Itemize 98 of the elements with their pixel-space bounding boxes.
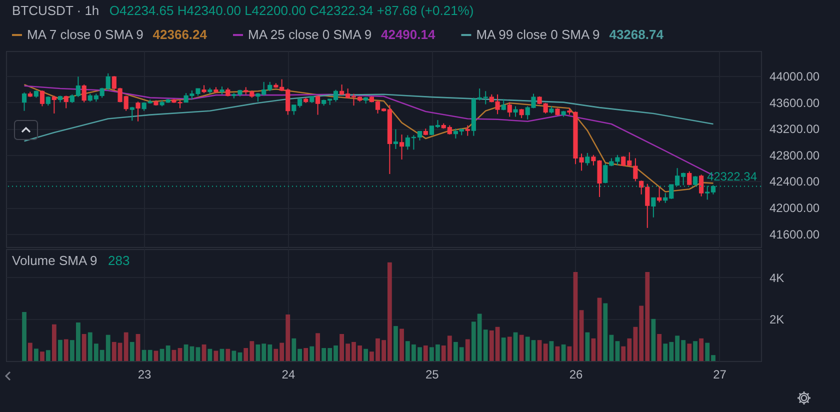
candlestick (651, 197, 656, 218)
y-tick-label: 2K (770, 312, 784, 327)
y-tick-label: 4K (770, 270, 784, 285)
candlestick (64, 95, 68, 109)
bar (465, 339, 470, 361)
bar (226, 348, 230, 361)
bar (28, 342, 32, 361)
bar (208, 348, 212, 361)
bar (214, 350, 218, 361)
bar (154, 350, 158, 361)
bar (220, 348, 224, 361)
legend-label: MA 25 close 0 SMA 9 (248, 27, 372, 42)
bar (699, 338, 704, 361)
chart-title: BTCUSDT · 1h (12, 3, 100, 18)
y-tick-label: 44000.00 (770, 69, 820, 84)
candlestick (687, 170, 692, 186)
bar (615, 341, 620, 361)
bar (310, 346, 314, 361)
bar (687, 344, 692, 361)
bar (172, 350, 176, 361)
bar (232, 350, 236, 361)
y-tick-label: 42800.00 (770, 148, 820, 162)
bar (543, 344, 548, 361)
candlestick (82, 84, 86, 103)
bar (58, 340, 62, 361)
bar (166, 346, 170, 361)
bar (549, 341, 554, 361)
bar (316, 333, 320, 361)
chart-title: Volume SMA 9 (12, 253, 98, 268)
bar (657, 334, 662, 361)
bar (238, 352, 242, 361)
text: 42490.14 (380, 27, 436, 42)
bar (136, 334, 140, 361)
candlestick (465, 124, 470, 136)
candlestick (507, 102, 512, 118)
x-tick-label: 24 (282, 368, 296, 382)
candlestick (130, 106, 134, 122)
x-tick-label: 27 (713, 368, 727, 382)
text: 43268.74 (609, 27, 664, 42)
x-tick-label: 26 (569, 368, 583, 382)
candlestick (699, 174, 704, 197)
bar (597, 298, 602, 361)
bar (64, 339, 68, 361)
bar (34, 348, 38, 361)
bar (507, 336, 512, 361)
annotation: 283 (108, 253, 130, 268)
candlestick (52, 95, 56, 114)
bar (651, 318, 656, 361)
y-tick-label: 43600.00 (770, 96, 820, 110)
candlestick (633, 158, 638, 182)
text: 42366.24 (152, 27, 208, 42)
bar (693, 341, 698, 361)
bar (573, 272, 578, 361)
bar (40, 352, 44, 361)
candlestick (315, 95, 320, 116)
bar (46, 350, 50, 361)
bar (501, 338, 506, 361)
candlestick (136, 101, 140, 122)
bar (537, 340, 542, 361)
bar (130, 342, 134, 361)
candlestick (513, 106, 518, 118)
bar (22, 312, 26, 361)
candlestick (585, 152, 590, 166)
candlestick (40, 90, 45, 107)
bar (585, 332, 590, 361)
y-tick-label: 41600.00 (770, 227, 820, 242)
bar (124, 332, 128, 361)
candlestick (399, 134, 404, 160)
candlestick (22, 92, 27, 112)
x-tick-label: 25 (425, 368, 440, 382)
bar (567, 346, 572, 361)
y-tick-label: 42400.00 (770, 174, 820, 189)
bar (82, 334, 86, 361)
bar (579, 310, 584, 361)
candlestick (393, 128, 398, 150)
bar (394, 326, 398, 361)
bar (400, 328, 404, 361)
bar (561, 344, 566, 361)
bar (519, 334, 524, 361)
bar (160, 348, 164, 361)
candlestick (657, 186, 662, 203)
legend-label: MA 7 close 0 SMA 9 (27, 27, 144, 42)
bar (196, 347, 200, 361)
y-tick-label: 43200.00 (770, 122, 820, 136)
bar (591, 338, 596, 361)
legend-label: MA 99 close 0 SMA 9 (476, 27, 600, 42)
bar (304, 348, 308, 361)
bar (555, 346, 560, 361)
bar (513, 332, 518, 361)
bar (52, 324, 56, 361)
bar (178, 348, 182, 361)
bar (423, 346, 428, 361)
chart-subtitle: O42234.65 H42340.00 L42200.00 C42322.34 +87.68 (+0.21%) (109, 3, 474, 18)
ref-line-label: 42322.34 (706, 169, 758, 184)
y-tick-label: 42000.00 (770, 201, 820, 216)
bar (364, 348, 368, 361)
bar (202, 344, 206, 361)
x-tick-label: 23 (138, 368, 152, 382)
